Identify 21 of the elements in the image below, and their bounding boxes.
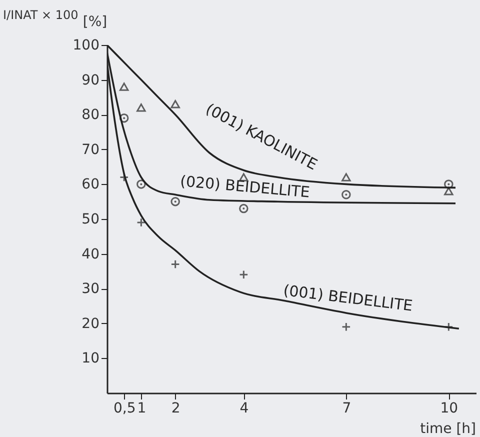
y-tick-label: 40: [82, 246, 100, 262]
y-tick-label: 50: [82, 212, 100, 228]
annotation: (001) BEIDELLITE: [282, 281, 414, 315]
y-axis-title: I/INAT × 100: [3, 8, 78, 22]
y-tick-label: 10: [82, 350, 100, 367]
x-tick-label: 4: [240, 400, 249, 416]
annotation: (020) BEIDELLITE: [179, 172, 311, 202]
y-tick-label: 70: [82, 142, 100, 158]
x-tick-label: 0,5: [113, 400, 136, 416]
x-tick-label: 7: [342, 400, 352, 416]
x-tick-label: 10: [440, 400, 458, 416]
x-tick-label: 2: [171, 400, 180, 416]
y-tick-label: 90: [82, 72, 100, 88]
y-tick-label: 80: [82, 107, 100, 124]
x-tick-label: 1: [137, 400, 146, 416]
text: [%]: [82, 14, 108, 30]
y-tick-label: 20: [82, 316, 100, 332]
y-tick-label: 60: [82, 176, 100, 193]
y-tick-label: 30: [82, 281, 100, 298]
y-tick-label: 100: [72, 38, 100, 54]
x-axis-title: time [h]: [420, 421, 476, 437]
